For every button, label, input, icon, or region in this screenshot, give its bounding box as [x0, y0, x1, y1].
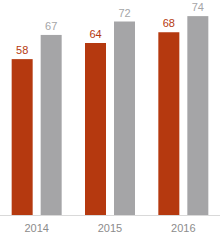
bar: [187, 16, 208, 215]
bar: [12, 59, 33, 215]
data-label: 67: [45, 20, 57, 32]
data-label: 64: [89, 28, 101, 40]
bars: [12, 16, 209, 215]
x-tick-label: 2015: [98, 222, 122, 234]
bar: [114, 22, 135, 216]
chart: 58 67 2014 64 72 2015 68 74 2016: [0, 0, 220, 241]
x-axis: [0, 215, 220, 216]
data-label: 68: [163, 17, 175, 29]
x-tick-label: 2014: [24, 222, 48, 234]
bar: [85, 43, 106, 215]
data-label: 72: [118, 7, 130, 19]
data-label: 74: [192, 1, 204, 13]
x-tick-label: 2016: [171, 222, 195, 234]
labels: 58 67 2014 64 72 2015 68 74 2016: [16, 1, 204, 234]
bar: [41, 35, 62, 215]
data-label: 58: [16, 44, 28, 56]
bar: [158, 32, 179, 215]
